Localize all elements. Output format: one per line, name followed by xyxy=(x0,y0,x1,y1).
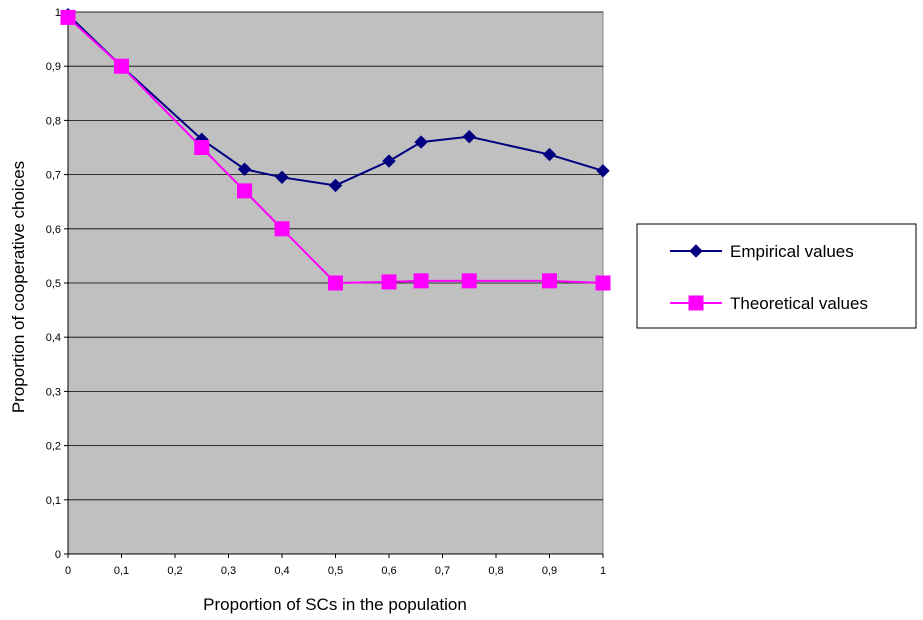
diamond-point xyxy=(414,135,428,149)
legend-label: Theoretical values xyxy=(730,294,868,313)
square-point xyxy=(461,273,477,289)
diamond-point xyxy=(382,154,396,168)
legend-item: Empirical values xyxy=(670,242,854,261)
y-tick-label: 0,6 xyxy=(46,224,61,236)
legend-box xyxy=(636,223,917,329)
x-tick-label: 1 xyxy=(600,565,606,577)
y-axis-ticks: 0 0,1 0,2 0,3 0,4 0,5 0,6 0,7 0,8 0,9 1 xyxy=(46,7,68,561)
y-tick-label: 0,7 xyxy=(46,170,61,182)
square-point xyxy=(381,274,397,290)
square-point xyxy=(194,140,210,155)
grid-lines xyxy=(68,11,603,501)
y-tick-label: 0,1 xyxy=(46,495,61,507)
legend-square-marker xyxy=(688,295,704,311)
legend-item: Theoretical values xyxy=(670,294,868,313)
y-tick-label: 0 xyxy=(55,549,61,561)
diamond-point xyxy=(328,178,343,193)
legend-label: Empirical values xyxy=(730,242,854,261)
y-tick-label: 0,5 xyxy=(46,278,61,290)
square-point xyxy=(274,221,290,237)
legend-diamond-marker xyxy=(689,244,703,258)
y-tick-label: 0,4 xyxy=(46,332,61,344)
diamond-point xyxy=(237,162,252,176)
x-tick-label: 0 xyxy=(65,565,71,577)
x-tick-label: 0,7 xyxy=(435,565,450,577)
x-tick-label: 0,8 xyxy=(488,565,503,577)
legend: Empirical values Theoretical values xyxy=(636,223,917,329)
square-point xyxy=(328,275,343,291)
x-tick-label: 0,6 xyxy=(381,565,396,577)
series xyxy=(60,8,611,291)
square-point xyxy=(542,273,557,289)
x-tick-label: 0,1 xyxy=(114,565,129,577)
square-point xyxy=(237,183,253,199)
y-tick-label: 0,2 xyxy=(46,441,61,453)
y-tick-label: 0,8 xyxy=(46,115,61,127)
diamond-point xyxy=(462,129,476,144)
x-tick-label: 0,9 xyxy=(542,565,557,577)
square-point xyxy=(413,273,429,289)
x-tick-label: 0,2 xyxy=(167,565,182,577)
x-axis-ticks: 0 0,1 0,2 0,3 0,4 0,5 0,6 0,7 0,8 0,9 1 xyxy=(65,554,606,577)
square-point xyxy=(114,58,129,74)
x-tick-label: 0,5 xyxy=(328,565,343,577)
diamond-point xyxy=(275,170,289,185)
y-tick-label: 0,3 xyxy=(46,386,61,398)
series-theoretical xyxy=(60,9,611,291)
square-point xyxy=(60,9,76,25)
y-axis-title: Proportion of cooperative choices xyxy=(9,161,28,413)
x-tick-label: 0,4 xyxy=(274,565,289,577)
y-tick-label: 1 xyxy=(55,7,61,19)
diamond-point xyxy=(596,164,610,178)
x-tick-label: 0,3 xyxy=(221,565,236,577)
diamond-point xyxy=(542,147,557,162)
square-point xyxy=(595,275,611,291)
x-axis-title: Proportion of SCs in the population xyxy=(203,595,467,614)
y-tick-label: 0,9 xyxy=(46,61,61,73)
